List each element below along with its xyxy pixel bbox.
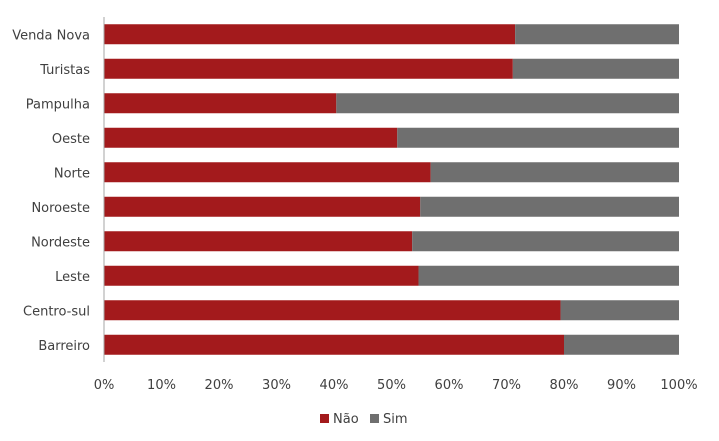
bar-norte-sim [430,162,679,183]
category-label: Nordeste [31,235,90,250]
x-tick-label: 90% [607,378,636,393]
x-tick-label: 30% [262,378,291,393]
bar-pampulha-nao [104,93,337,114]
x-tick-label: 50% [377,378,406,393]
bar-centro-sul-nao [104,300,561,321]
x-tick-label: 40% [320,378,349,393]
category-label: Leste [55,270,90,285]
legend-swatch-sim [370,414,379,423]
bar-nordeste-sim [412,231,679,252]
category-label: Venda Nova [12,28,90,43]
bar-leste-sim [418,265,679,286]
x-tick-label: 0% [94,378,115,393]
legend-label-nao: Não [333,412,359,427]
category-label: Pampulha [26,97,90,112]
bar-centro-sul-sim [560,300,679,321]
bar-pampulha-sim [336,93,679,114]
bar-barreiro-sim [564,334,679,355]
legend-swatch-nao [320,414,329,423]
bar-oeste-sim [397,127,679,148]
bar-barreiro-nao [104,334,564,355]
category-label: Norte [54,166,90,181]
bar-norte-nao [104,162,431,183]
x-tick-label: 60% [435,378,464,393]
legend: Não Sim [320,412,408,427]
bar-noroeste-nao [104,196,421,217]
category-labels: Venda Nova Turistas Pampulha Oeste Norte Noro… [12,28,90,354]
bar-leste-nao [104,265,419,286]
x-tick-label: 70% [492,378,521,393]
x-tick-labels: 0% 10% 20% 30% 40% 50% 60% 70% 80% 90% 100% [94,378,698,393]
bar-turistas-nao [104,58,513,79]
x-tick-label: 100% [660,378,697,393]
category-label: Barreiro [38,339,90,354]
bar-venda-nova-sim [515,24,679,45]
bar-nordeste-nao [104,231,413,252]
category-label: Centro-sul [23,304,90,319]
category-label: Noroeste [31,201,90,216]
bar-venda-nova-nao [104,24,516,45]
x-tick-label: 80% [550,378,579,393]
bar-oeste-nao [104,127,398,148]
x-tick-label: 10% [147,378,176,393]
bars-group [104,24,679,355]
legend-label-sim: Sim [383,412,408,427]
category-label: Oeste [52,132,90,147]
bar-turistas-sim [512,58,679,79]
category-label: Turistas [39,63,90,78]
bar-noroeste-sim [420,196,679,217]
x-tick-label: 20% [205,378,234,393]
